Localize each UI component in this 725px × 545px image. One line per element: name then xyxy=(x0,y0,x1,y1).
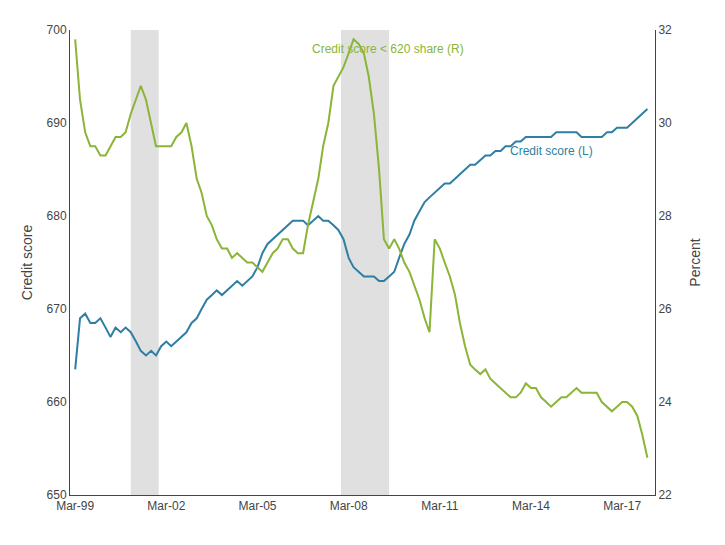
svg-text:Mar-99: Mar-99 xyxy=(56,499,94,513)
svg-text:Mar-17: Mar-17 xyxy=(603,499,641,513)
svg-text:Credit score < 620 share (R): Credit score < 620 share (R) xyxy=(312,42,464,56)
svg-text:690: 690 xyxy=(47,116,67,130)
svg-text:Mar-14: Mar-14 xyxy=(512,499,550,513)
svg-text:26: 26 xyxy=(658,302,672,316)
svg-text:28: 28 xyxy=(658,209,672,223)
svg-text:Mar-11: Mar-11 xyxy=(421,499,458,513)
svg-text:32: 32 xyxy=(658,23,672,37)
svg-text:30: 30 xyxy=(658,116,672,130)
svg-text:700: 700 xyxy=(47,23,67,37)
svg-text:680: 680 xyxy=(47,209,67,223)
svg-text:Mar-08: Mar-08 xyxy=(330,499,368,513)
svg-text:Credit score: Credit score xyxy=(19,225,35,301)
svg-text:650: 650 xyxy=(47,488,67,502)
svg-text:Percent: Percent xyxy=(687,238,703,286)
svg-text:Mar-02: Mar-02 xyxy=(147,499,185,513)
svg-text:24: 24 xyxy=(658,395,672,409)
svg-text:Credit score (L): Credit score (L) xyxy=(510,144,593,158)
svg-text:660: 660 xyxy=(47,395,67,409)
svg-text:22: 22 xyxy=(658,488,672,502)
svg-text:Mar-05: Mar-05 xyxy=(238,499,276,513)
svg-text:670: 670 xyxy=(47,302,67,316)
